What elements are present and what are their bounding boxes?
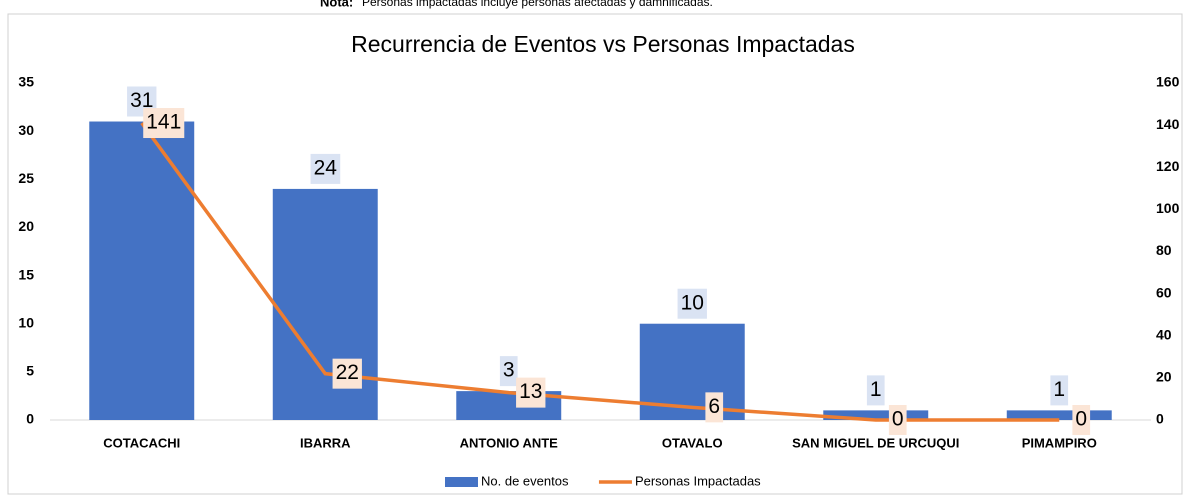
data-label: 13 <box>519 380 542 403</box>
legend-swatch <box>445 477 478 487</box>
data-label-bg <box>332 358 362 389</box>
data-label-bg <box>705 392 724 423</box>
y2-tick-label: 60 <box>1156 284 1172 300</box>
x-tick-label: IBARRA <box>300 435 351 450</box>
y2-tick-label: 40 <box>1156 326 1172 342</box>
y-tick-label: 30 <box>18 122 34 138</box>
x-tick-label: COTACACHI <box>103 435 180 450</box>
data-label: 6 <box>708 395 720 418</box>
data-label-bg <box>499 356 518 387</box>
data-label: 24 <box>314 156 338 179</box>
chart-border <box>7 13 1183 495</box>
y-tick-label: 15 <box>18 266 34 282</box>
data-label: 0 <box>1075 408 1087 431</box>
note: Personas impactadas incluye personas afe… <box>362 0 713 9</box>
data-label: 10 <box>681 291 704 314</box>
data-label: 22 <box>336 361 359 384</box>
data-label-bg <box>1050 375 1069 406</box>
y-tick-label: 0 <box>26 411 34 427</box>
bar <box>272 188 378 420</box>
legend-label: No. de eventos <box>481 473 569 488</box>
data-label-bg <box>310 153 341 184</box>
y2-tick-label: 0 <box>1156 411 1164 427</box>
y-tick-label: 5 <box>26 363 34 379</box>
data-label: 141 <box>146 111 181 134</box>
x-tick-label: SAN MIGUEL DE URCUQUI <box>792 435 959 450</box>
chart-title: Recurrencia de Eventos vs Personas Impac… <box>351 31 855 57</box>
note-label: Nota: <box>320 0 353 9</box>
bar <box>1006 410 1112 420</box>
data-label: 1 <box>870 378 882 401</box>
data-label: 31 <box>130 89 153 112</box>
data-label: 1 <box>1053 378 1065 401</box>
data-label-bg <box>516 377 546 408</box>
y-tick-label: 10 <box>18 314 34 330</box>
bar <box>89 121 195 420</box>
legend-label: Personas Impactadas <box>635 473 761 488</box>
data-label-bg <box>677 288 707 319</box>
y2-tick-label: 100 <box>1156 200 1180 216</box>
y-tick-label: 35 <box>18 74 34 90</box>
x-tick-label: OTAVALO <box>662 435 723 450</box>
data-label-bg <box>888 405 907 435</box>
data-label: 0 <box>892 408 904 431</box>
y2-tick-label: 160 <box>1156 74 1180 90</box>
y-tick-label: 25 <box>18 170 34 186</box>
y2-tick-label: 120 <box>1156 158 1180 174</box>
y-tick-label: 20 <box>18 218 34 234</box>
y2-tick-label: 140 <box>1156 116 1180 132</box>
data-label: 3 <box>503 359 515 382</box>
data-label-bg <box>1072 405 1091 435</box>
data-label-bg <box>866 375 885 406</box>
bar <box>823 410 929 420</box>
x-tick-label: ANTONIO ANTE <box>460 435 559 450</box>
y2-tick-label: 80 <box>1156 242 1172 258</box>
data-label-bg <box>143 108 185 139</box>
x-tick-label: PIMAMPIRO <box>1022 435 1097 450</box>
y2-tick-label: 20 <box>1156 369 1172 385</box>
